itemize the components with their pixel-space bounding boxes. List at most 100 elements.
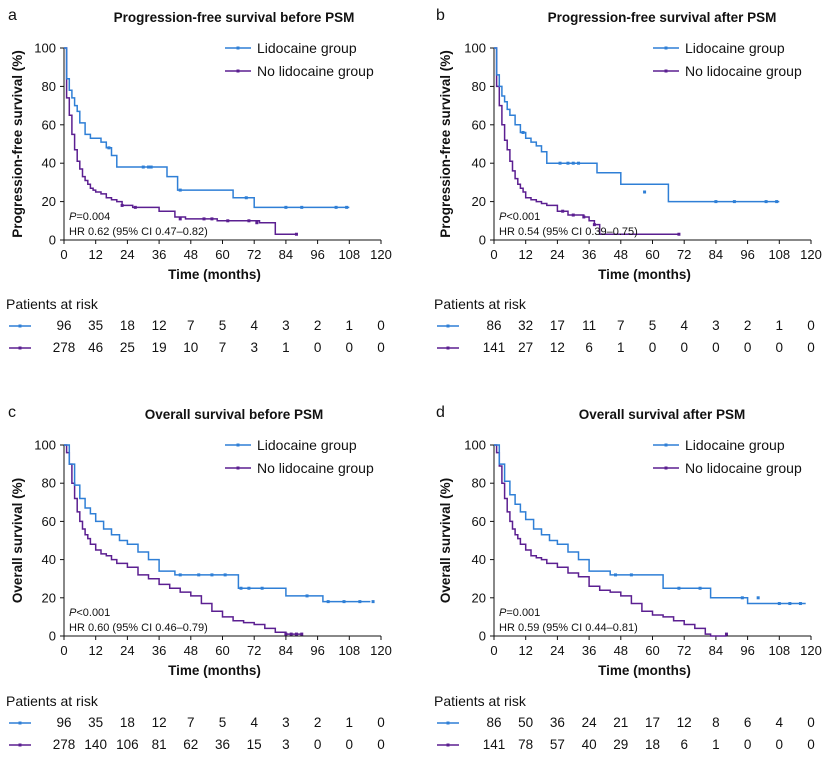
legend-label: No lidocaine group: [685, 460, 802, 476]
x-tick-label: 36: [582, 643, 596, 658]
risk-count: 21: [613, 715, 628, 730]
risk-row-swatch-marker: [18, 324, 22, 328]
risk-count: 0: [346, 340, 354, 355]
censor-mark: [147, 165, 151, 169]
censor-mark: [571, 161, 575, 165]
risk-row-swatch-marker: [18, 346, 22, 350]
censor-mark: [521, 130, 525, 134]
panel-a: a Progression-free survival before PSM020…: [6, 7, 392, 355]
risk-count: 17: [645, 715, 660, 730]
y-tick-label: 0: [49, 233, 56, 248]
risk-count: 35: [88, 318, 103, 333]
p-value: P<0.001: [499, 211, 540, 223]
censor-mark: [558, 161, 562, 165]
risk-count: 12: [152, 715, 167, 730]
x-tick-label: 36: [582, 247, 596, 262]
x-tick-label: 60: [645, 247, 659, 262]
series-line-lidocaine: [64, 47, 350, 209]
panel-label: a: [8, 7, 17, 24]
censor-mark: [305, 594, 309, 598]
censor-mark: [775, 200, 779, 204]
x-tick-label: 48: [184, 643, 198, 658]
censor-mark: [777, 602, 781, 606]
risk-count: 3: [282, 318, 290, 333]
risk-count: 1: [776, 318, 784, 333]
censor-mark: [326, 600, 330, 604]
censor-mark: [294, 632, 298, 636]
x-axis-title: Time (months): [168, 663, 261, 678]
x-tick-label: 60: [645, 643, 659, 658]
risk-count: 6: [744, 715, 752, 730]
censor-mark: [133, 205, 137, 209]
censor-mark: [300, 632, 304, 636]
censor-mark: [698, 586, 702, 590]
legend-label: No lidocaine group: [257, 460, 374, 476]
y-tick-label: 0: [479, 233, 486, 248]
risk-count: 50: [518, 715, 533, 730]
hazard-ratio: HR 0.59 (95% CI 0.44–0.81): [499, 622, 638, 634]
censor-mark: [629, 573, 633, 577]
risk-count: 0: [314, 340, 322, 355]
risk-row-swatch-marker: [446, 346, 450, 350]
x-tick-label: 24: [550, 247, 564, 262]
x-tick-label: 0: [60, 643, 67, 658]
censor-mark: [260, 586, 264, 590]
p-value: P=0.001: [499, 607, 540, 619]
x-tick-label: 60: [215, 643, 229, 658]
y-tick-label: 100: [464, 438, 486, 453]
censor-mark: [561, 209, 565, 213]
risk-count: 278: [53, 737, 76, 752]
y-tick-label: 80: [42, 79, 56, 94]
panel-label: d: [436, 404, 445, 421]
censor-mark: [141, 165, 145, 169]
risk-count: 5: [649, 318, 657, 333]
x-tick-label: 12: [518, 643, 532, 658]
x-tick-label: 0: [490, 643, 497, 658]
censor-mark: [255, 221, 259, 225]
panel-d: d Overall survival after PSM0204060801000…: [434, 404, 822, 752]
censor-mark: [334, 205, 338, 209]
risk-count: 27: [518, 340, 533, 355]
censor-mark: [643, 190, 647, 194]
y-tick-label: 40: [472, 552, 486, 567]
risk-table-heading: Patients at risk: [6, 693, 99, 709]
p-value: P=0.004: [69, 211, 110, 223]
x-tick-label: 12: [518, 247, 532, 262]
x-tick-label: 48: [614, 247, 628, 262]
censor-mark: [223, 573, 227, 577]
x-tick-label: 12: [88, 643, 102, 658]
risk-count: 78: [518, 737, 533, 752]
risk-count: 36: [215, 737, 230, 752]
x-tick-label: 120: [800, 643, 822, 658]
y-tick-label: 100: [34, 438, 56, 453]
risk-count: 3: [250, 340, 258, 355]
x-tick-label: 108: [338, 643, 360, 658]
y-tick-label: 40: [472, 156, 486, 171]
risk-count: 62: [183, 737, 198, 752]
risk-count: 4: [680, 318, 688, 333]
x-axis-title: Time (months): [598, 267, 691, 282]
risk-count: 0: [377, 715, 385, 730]
risk-count: 5: [219, 715, 227, 730]
risk-count: 4: [250, 715, 258, 730]
x-tick-label: 96: [740, 643, 754, 658]
y-tick-label: 60: [472, 117, 486, 132]
risk-count: 40: [582, 737, 597, 752]
x-tick-label: 84: [279, 643, 293, 658]
censor-mark: [284, 632, 288, 636]
risk-count: 141: [483, 340, 506, 355]
hazard-ratio: HR 0.60 (95% CI 0.46–0.79): [69, 622, 208, 634]
censor-mark: [592, 223, 596, 227]
legend-label: Lidocaine group: [257, 437, 357, 453]
risk-table-heading: Patients at risk: [6, 296, 99, 312]
x-tick-label: 84: [279, 247, 293, 262]
censor-mark: [178, 573, 182, 577]
censor-mark: [247, 219, 251, 223]
censor-mark: [788, 602, 792, 606]
x-tick-label: 96: [310, 247, 324, 262]
censor-mark: [724, 632, 728, 636]
censor-mark: [571, 213, 575, 217]
hazard-ratio: HR 0.54 (95% CI 0.39–0.75): [499, 226, 638, 238]
x-axis-title: Time (months): [598, 663, 691, 678]
